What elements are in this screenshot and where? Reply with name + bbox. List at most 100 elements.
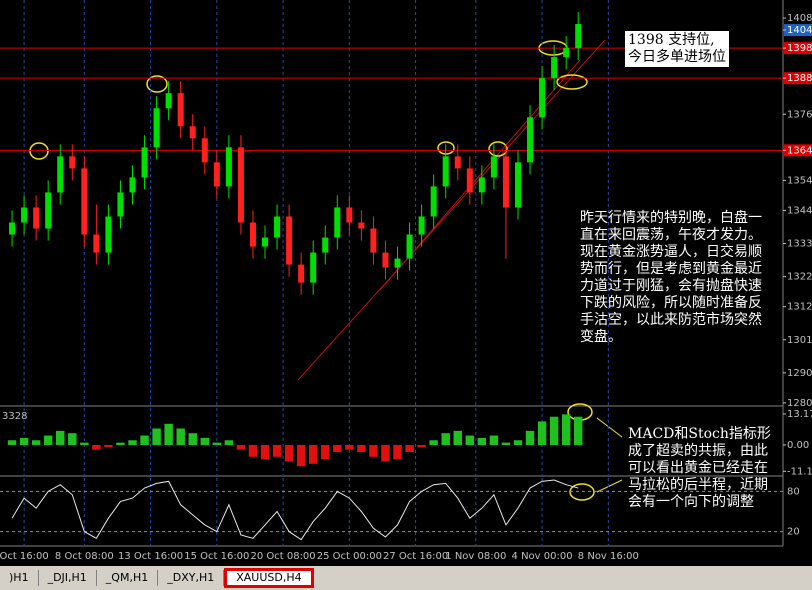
candle-body — [382, 252, 389, 268]
candle-body — [346, 207, 353, 223]
candle-body — [527, 117, 534, 163]
histogram-bar — [200, 437, 210, 445]
tab-bar: )H1 _DJI,H1 _QM,H1 _DXY,H1 XAUUSD,H4 — [0, 566, 812, 590]
candle-body — [575, 24, 582, 49]
candle-body — [57, 156, 64, 193]
y-tick-label: 1404 — [787, 25, 812, 36]
histogram-bar — [345, 444, 354, 450]
tick-highlight — [784, 144, 812, 157]
candle-body — [189, 126, 196, 139]
chart-tab[interactable]: _QM,H1 — [97, 570, 159, 586]
candle-body — [563, 48, 570, 58]
candle-body — [370, 228, 377, 253]
histogram-bar — [272, 444, 282, 457]
candle-body — [430, 186, 437, 217]
candle-body — [117, 192, 124, 217]
histogram-bar — [116, 442, 125, 445]
histogram-bar — [393, 444, 402, 460]
histogram-bar — [68, 433, 77, 445]
chart-tab[interactable]: )H1 — [0, 570, 39, 586]
tick-highlight — [784, 72, 812, 85]
candle-body — [105, 216, 112, 253]
x-tick-label: 20 Oct 08:00 — [250, 551, 315, 562]
candle-body — [262, 237, 269, 247]
tick-highlight — [784, 24, 812, 37]
chart-tab[interactable]: _DXY,H1 — [158, 570, 225, 586]
y-tick-label: 1388 — [787, 73, 812, 84]
candle-body — [129, 177, 136, 193]
candle-body — [490, 156, 497, 178]
trend-line — [379, 59, 581, 291]
candle-body — [213, 162, 220, 187]
chart-tab[interactable]: XAUUSD,H4 — [224, 568, 314, 588]
histogram-bar — [224, 440, 234, 445]
x-tick-label: 1 Nov 08:00 — [445, 551, 506, 562]
candle-body — [9, 222, 16, 235]
candle-body — [249, 222, 256, 247]
candle-body — [442, 156, 449, 187]
histogram-bar — [152, 428, 161, 445]
histogram-bar — [573, 416, 583, 445]
candle-body — [153, 108, 160, 148]
x-tick-label: Oct 16:00 — [0, 551, 49, 562]
histogram-bar — [369, 444, 378, 457]
histogram-bar — [164, 423, 173, 445]
y-tick-label: 1398 — [787, 43, 812, 54]
candle-body — [418, 216, 425, 235]
histogram-bar — [417, 444, 426, 448]
y-tick-label: 1333 — [787, 239, 812, 250]
y-tick-label: 20 — [787, 527, 800, 538]
candle-body — [201, 138, 208, 163]
stoch-line — [11, 479, 579, 541]
histogram-bar — [31, 440, 41, 445]
candle-body — [237, 147, 244, 223]
histogram-bar — [176, 428, 185, 445]
candle-body — [514, 162, 521, 208]
note-arrows — [596, 417, 623, 493]
histogram-bar — [188, 433, 197, 445]
y-tick-label: 1301 — [787, 335, 812, 346]
histogram-bar — [405, 444, 414, 453]
y-tick-label: 1344 — [787, 205, 812, 216]
histogram-bar — [308, 444, 318, 464]
candle-body — [298, 264, 305, 283]
candle-body — [69, 156, 76, 169]
histogram-bar — [549, 416, 559, 445]
candle-body — [45, 192, 52, 229]
y-tick-label: 1354 — [787, 175, 812, 186]
y-tick-label: 1312 — [787, 302, 812, 313]
histogram-bar — [357, 444, 366, 453]
x-tick-label: 8 Nov 16:00 — [578, 551, 639, 562]
candle-body — [551, 57, 558, 79]
histogram-bar — [453, 430, 462, 445]
chart: Oct 16:00 8 Oct 08:00 13 Oct 16:00 15 Oct 1… — [0, 0, 812, 562]
histogram-bar — [260, 444, 270, 460]
histogram-bar — [561, 414, 571, 445]
histogram-bar — [104, 444, 113, 448]
candle-body — [141, 147, 148, 178]
candle-body — [274, 216, 281, 238]
histogram-bar — [489, 435, 499, 445]
annotation-text: 昨天行情来的特别晚，白盘一直在来回震荡，午夜才发力。现在黄金涨势逼人，日交易顺势… — [580, 210, 762, 345]
histogram-bar — [513, 440, 523, 445]
histogram-bar — [296, 444, 306, 467]
histogram-bar — [501, 442, 511, 445]
candle-body — [358, 222, 365, 229]
candle-body — [21, 207, 28, 223]
histogram-bar — [56, 430, 65, 445]
candle-body — [539, 78, 546, 118]
histogram-bar — [248, 444, 258, 457]
candle-body — [454, 156, 461, 169]
tick-highlight — [784, 42, 812, 55]
candle-body — [478, 177, 485, 193]
y-tick-label: 1408 — [787, 13, 812, 24]
annotation-text: MACD和Stoch指标形成了超卖的共振，由此可以看出黄金已经走在马拉松的后半程… — [628, 426, 771, 510]
histogram-bar — [212, 442, 222, 445]
chart-tab[interactable]: _DJI,H1 — [39, 570, 97, 586]
candle-body — [165, 93, 172, 109]
candle-body — [286, 216, 293, 265]
histogram-bar — [381, 444, 390, 462]
histogram-bar — [333, 444, 342, 453]
candle-body — [334, 207, 341, 238]
histogram-bar — [80, 442, 89, 445]
